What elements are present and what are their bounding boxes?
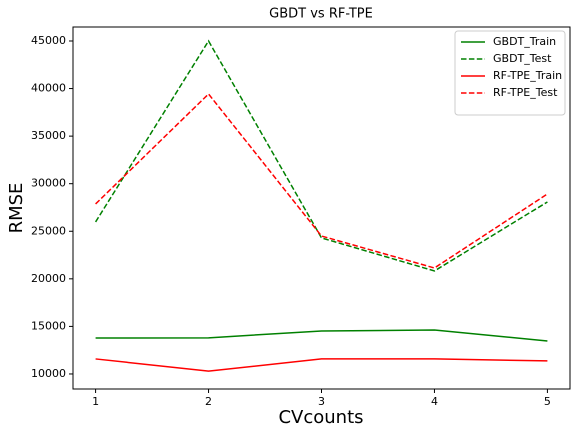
chart-title: GBDT vs RF-TPE bbox=[269, 7, 373, 22]
x-tick-label: 3 bbox=[318, 395, 325, 408]
series-line bbox=[94, 39, 548, 272]
legend-label: RF-TPE_Train bbox=[493, 69, 562, 82]
y-axis-label: RMSE bbox=[6, 183, 27, 234]
x-tick-label: 1 bbox=[92, 395, 99, 408]
y-tick-label: 25000 bbox=[31, 224, 66, 237]
y-tick-label: 35000 bbox=[31, 129, 66, 142]
legend-label: RF-TPE_Test bbox=[493, 86, 558, 99]
x-tick-label: 2 bbox=[205, 395, 212, 408]
y-tick-label: 30000 bbox=[31, 177, 66, 190]
y-tick-label: 10000 bbox=[31, 367, 66, 380]
x-tick-label: 4 bbox=[431, 395, 438, 408]
y-tick-label: 15000 bbox=[31, 319, 66, 332]
x-tick-label: 5 bbox=[544, 395, 551, 408]
y-tick-label: 45000 bbox=[31, 34, 66, 47]
y-tick-label: 40000 bbox=[31, 82, 66, 95]
series-line bbox=[95, 329, 548, 342]
y-tick-label: 20000 bbox=[31, 272, 66, 285]
series-line bbox=[95, 92, 548, 269]
x-axis-label: CVcounts bbox=[278, 407, 363, 428]
legend-box bbox=[454, 30, 566, 116]
series-line bbox=[95, 358, 548, 372]
legend-label: GBDT_Train bbox=[493, 35, 556, 48]
legend-label: GBDT_Test bbox=[493, 52, 552, 65]
